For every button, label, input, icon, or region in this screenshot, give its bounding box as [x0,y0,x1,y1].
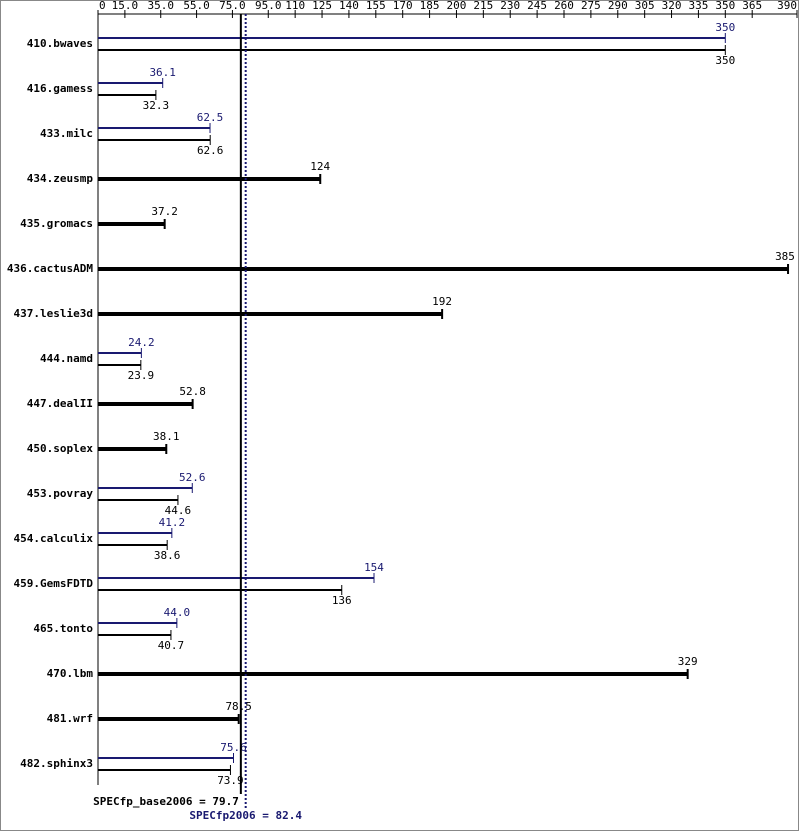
x-tick-label: 350 [715,0,735,12]
x-tick-label: 35.0 [147,0,174,12]
value-label: 73.9 [217,774,244,787]
value-label: 40.7 [158,639,185,652]
x-tick-label: 185 [420,0,440,12]
x-tick-label: 275 [581,0,601,12]
value-label: 329 [678,655,698,668]
x-tick-label: 95.0 [255,0,282,12]
value-label: 52.8 [179,385,206,398]
value-label: 23.9 [128,369,155,382]
x-tick-label: 320 [662,0,682,12]
value-label: 38.1 [153,430,180,443]
value-label: 350 [715,21,735,34]
category-label: 434.zeusmp [27,172,94,185]
value-label: 37.2 [151,205,178,218]
x-tick-label: 290 [608,0,628,12]
category-label: 453.povray [27,487,94,500]
value-label: 44.6 [165,504,192,517]
x-tick-label: 75.0 [219,0,246,12]
category-label: 450.soplex [27,442,94,455]
x-tick-label: 200 [447,0,467,12]
x-tick-label: 390 [777,0,797,12]
value-label: 24.2 [128,336,155,349]
x-tick-label: 335 [688,0,708,12]
value-label: 136 [332,594,352,607]
value-label: 124 [310,160,330,173]
x-tick-label: 230 [500,0,520,12]
x-tick-label: 215 [473,0,493,12]
category-label: 481.wrf [47,712,93,725]
x-tick-label: 170 [393,0,413,12]
category-label: 416.gamess [27,82,93,95]
x-tick-label: 140 [339,0,359,12]
value-label: 41.2 [159,516,186,529]
category-label: 459.GemsFDTD [14,577,94,590]
category-label: 410.bwaves [27,37,93,50]
category-label: 437.leslie3d [14,307,93,320]
category-label: 482.sphinx3 [20,757,93,770]
value-label: 154 [364,561,384,574]
x-tick-label: 55.0 [183,0,210,12]
value-label: 36.1 [149,66,176,79]
value-label: 52.6 [179,471,206,484]
category-label: 470.lbm [47,667,94,680]
x-tick-label: 110 [285,0,305,12]
x-tick-label: 155 [366,0,386,12]
category-label: 454.calculix [14,532,94,545]
x-tick-label: 305 [635,0,655,12]
x-tick-label: 260 [554,0,574,12]
value-label: 385 [775,250,795,263]
value-label: 62.6 [197,144,224,157]
x-tick-label: 125 [312,0,332,12]
value-label: 38.6 [154,549,181,562]
value-label: 44.0 [164,606,191,619]
x-tick-label: 0 [99,0,106,12]
x-tick-label: 15.0 [112,0,139,12]
category-label: 444.namd [40,352,93,365]
category-label: 436.cactusADM [7,262,93,275]
value-label: 78.5 [225,700,252,713]
value-label: 350 [715,54,735,67]
reference-label: SPECfp_base2006 = 79.7 [93,795,239,808]
category-label: 433.milc [40,127,93,140]
value-label: 75.6 [220,741,247,754]
value-label: 32.3 [143,99,170,112]
category-label: 435.gromacs [20,217,93,230]
x-tick-label: 365 [742,0,762,12]
value-label: 62.5 [197,111,224,124]
value-label: 192 [432,295,452,308]
category-label: 465.tonto [33,622,93,635]
x-tick-label: 245 [527,0,547,12]
reference-label: SPECfp2006 = 82.4 [189,809,302,822]
category-label: 447.dealII [27,397,93,410]
